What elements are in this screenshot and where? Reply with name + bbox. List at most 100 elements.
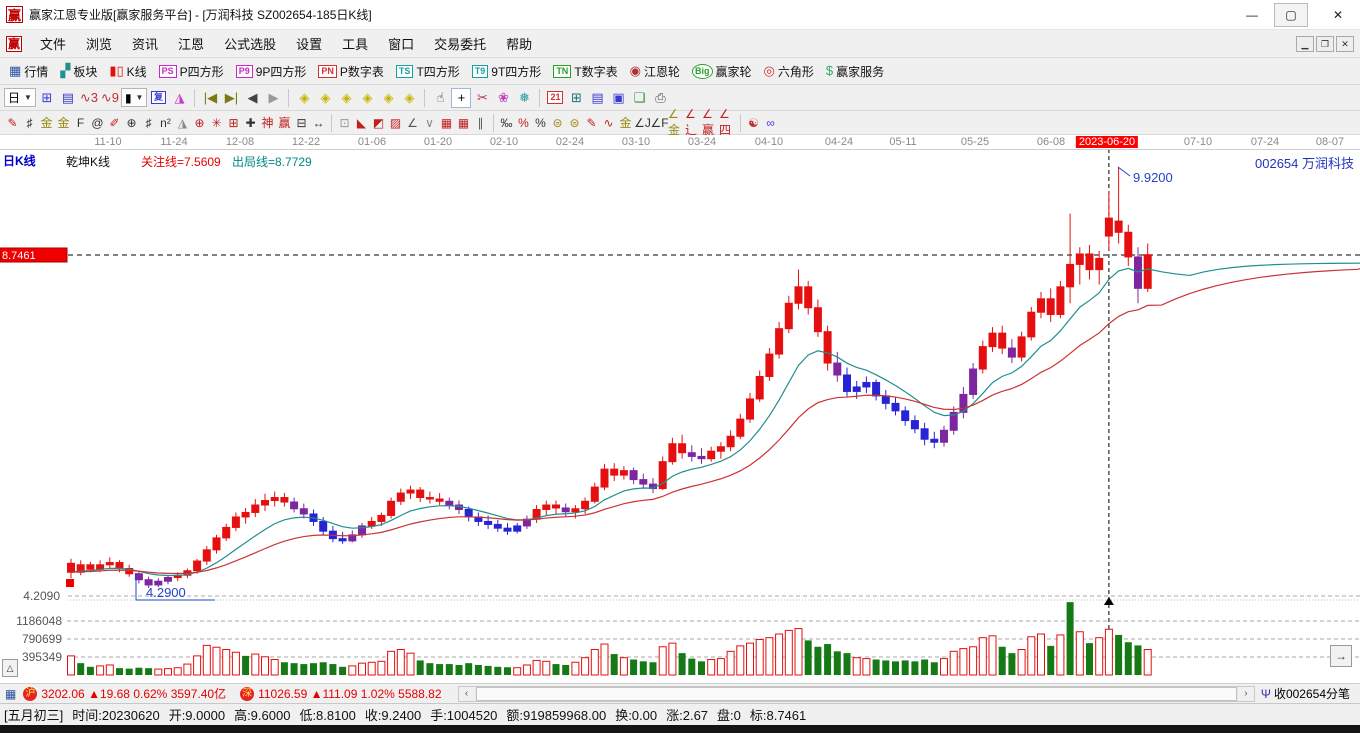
tick-view-label[interactable]: 收002654分笔 xyxy=(1273,687,1350,701)
angle-f-icon[interactable]: ∠F xyxy=(650,115,669,130)
maze-icon[interactable]: ❅ xyxy=(519,89,530,105)
diamond-expand-icon[interactable]: ◈ xyxy=(341,89,352,105)
net-icon[interactable]: ⊞ xyxy=(41,89,53,105)
infinity-icon[interactable]: ∞ xyxy=(766,115,775,130)
p-square[interactable]: PS P四方形 xyxy=(154,61,229,82)
pencil2-icon[interactable]: ✐ xyxy=(109,115,120,130)
menu-item-8[interactable]: 交易委托 xyxy=(434,37,487,52)
calculator-icon[interactable]: ⊞ xyxy=(571,89,582,105)
notebook-icon[interactable]: ▤ xyxy=(591,89,604,105)
chart9-icon[interactable]: ∿9 xyxy=(100,89,119,105)
printer-icon[interactable]: ⎙ xyxy=(655,89,666,105)
winner-wheel[interactable]: Big 赢家轮 xyxy=(687,61,757,82)
cut-icon[interactable]: ✂ xyxy=(477,89,488,105)
fan-lines-icon[interactable]: ◣ xyxy=(356,115,367,130)
parallel-icon[interactable]: ∥ xyxy=(477,115,484,130)
diamond-zoomin-icon[interactable]: ◈ xyxy=(383,89,394,105)
shanghai-index[interactable]: 3202.06 ▲19.68 0.62% 3597.40亿 xyxy=(41,687,227,701)
grid-status-icon[interactable]: ▦ xyxy=(5,686,17,701)
color-chart-icon[interactable]: ◮ xyxy=(174,89,185,105)
gann-lines-icon[interactable]: ♯ xyxy=(26,115,33,130)
menu-item-3[interactable]: 江恩 xyxy=(178,37,205,52)
mdi-close-button[interactable]: ✕ xyxy=(1336,35,1354,52)
web-icon[interactable]: ✳ xyxy=(211,115,222,130)
menu-item-0[interactable]: 文件 xyxy=(40,37,67,52)
mdi-minimize-button[interactable]: ▁ xyxy=(1296,35,1314,52)
menu-item-1[interactable]: 浏览 xyxy=(86,37,113,52)
red-grid2-icon[interactable]: ▦ xyxy=(457,115,470,130)
maximize-button[interactable]: ▢ xyxy=(1274,2,1308,27)
winner-service[interactable]: $ 赢家服务 xyxy=(821,61,889,82)
scrollbar-thumb[interactable] xyxy=(475,686,1237,701)
pencil-flag-icon[interactable]: ✎ xyxy=(586,115,597,130)
web-box-icon[interactable]: ⊞ xyxy=(228,115,239,130)
expand-panel-button[interactable]: △ xyxy=(2,659,18,677)
doc-icon[interactable]: ▤ xyxy=(61,89,75,105)
next-icon[interactable]: ▶ xyxy=(268,89,279,105)
diamond-right-icon[interactable]: ◈ xyxy=(320,89,331,105)
prev-icon[interactable]: ◀ xyxy=(247,89,258,105)
diamond-left-icon[interactable]: ◈ xyxy=(299,89,310,105)
hash-icon[interactable]: ♯ xyxy=(145,115,152,130)
angle-j-icon[interactable]: ∠J xyxy=(634,115,651,130)
golden-grid2-icon[interactable]: 金 xyxy=(57,116,70,130)
market-quotes[interactable]: ▦ 行情 xyxy=(4,61,53,82)
kline[interactable]: ▮▯ K线 xyxy=(104,61,151,82)
shen-grid-icon[interactable]: 神 xyxy=(261,116,274,130)
first-icon[interactable]: |◀ xyxy=(203,89,218,105)
crosshair-tool-icon[interactable]: + xyxy=(451,87,472,108)
t-square[interactable]: TS T四方形 xyxy=(391,61,465,82)
menu-item-6[interactable]: 工具 xyxy=(342,37,369,52)
box-tool-icon[interactable]: ⊡ xyxy=(339,115,350,130)
angle-lines-icon[interactable]: ∠ xyxy=(407,115,418,130)
web-square-icon[interactable]: ▨ xyxy=(389,115,402,130)
candlestick-chart[interactable]: 1186048 790699 395349 4.2090 8.7461 9.9200 4.2… xyxy=(0,135,1360,683)
diamond-zoomout-icon[interactable]: ◈ xyxy=(404,89,415,105)
yinyang-icon[interactable]: ☯ xyxy=(748,115,759,130)
golden-grid-icon[interactable]: 金 xyxy=(40,116,53,130)
restore-icon[interactable]: 复 xyxy=(148,88,168,108)
t-number-table[interactable]: TN T数字表 xyxy=(548,61,622,82)
export-icon[interactable]: ❏ xyxy=(633,89,646,105)
mdi-restore-button[interactable]: ❐ xyxy=(1316,35,1334,52)
chart3-icon[interactable]: ∿3 xyxy=(79,89,98,105)
sectors[interactable]: ▞ 板块 xyxy=(55,61,102,82)
diamond-shrink-icon[interactable]: ◈ xyxy=(362,89,373,105)
minimize-button[interactable]: — xyxy=(1246,7,1258,22)
gann-wheel[interactable]: ◉ 江恩轮 xyxy=(625,61,685,82)
target-icon[interactable]: ⊕ xyxy=(194,115,205,130)
gold-circle-icon[interactable]: ⊜ xyxy=(552,115,563,130)
f-grid-icon[interactable]: F xyxy=(76,115,85,130)
fan-box-icon[interactable]: ◩ xyxy=(372,115,385,130)
angle-icon[interactable]: ◮ xyxy=(177,115,188,130)
gold-line-icon[interactable]: 金 xyxy=(619,116,632,130)
angle-four-icon[interactable]: ∠四 xyxy=(719,107,732,137)
chart-area[interactable]: 1186048 790699 395349 4.2090 8.7461 9.9200 4.2… xyxy=(0,135,1360,683)
red-grid-icon[interactable]: ▦ xyxy=(440,115,453,130)
menu-item-4[interactable]: 公式选股 xyxy=(224,37,277,52)
n2-icon[interactable]: n² xyxy=(160,115,171,130)
h-arrows-icon[interactable]: ↔ xyxy=(312,115,325,130)
pencil-icon[interactable]: ✎ xyxy=(7,115,18,130)
shenzhen-index[interactable]: 11026.59 ▲111.09 1.02% 5588.82 xyxy=(258,686,442,701)
menu-item-9[interactable]: 帮助 xyxy=(506,37,533,52)
horizontal-scrollbar[interactable]: ‹ › xyxy=(457,685,1255,702)
levels-icon[interactable]: ‰ xyxy=(500,115,513,130)
scroll-left-button[interactable]: ‹ xyxy=(458,686,475,701)
scroll-right-chart-button[interactable]: → xyxy=(1330,645,1352,667)
p-number-table[interactable]: PN P数字表 xyxy=(313,61,389,82)
hand-tool-icon[interactable]: ☝ xyxy=(436,89,445,105)
spiral-icon[interactable]: @ xyxy=(91,115,104,130)
9t-square[interactable]: T9 9T四方形 xyxy=(467,61,547,82)
calendar-icon[interactable]: 21 xyxy=(545,88,565,108)
menu-item-2[interactable]: 资讯 xyxy=(132,37,159,52)
menu-item-7[interactable]: 窗口 xyxy=(388,37,415,52)
angle-gold-icon[interactable]: ∠金 xyxy=(668,107,681,137)
gold-circle2-icon[interactable]: ⊜ xyxy=(569,115,580,130)
save-icon[interactable]: ▣ xyxy=(612,89,625,105)
hexagon[interactable]: ◎ 六角形 xyxy=(759,61,819,82)
percent-red-icon[interactable]: % xyxy=(518,115,529,130)
last-icon[interactable]: ▶| xyxy=(224,89,239,105)
percent-icon[interactable]: % xyxy=(535,115,546,130)
period-combo[interactable]: 日 ▼ xyxy=(4,88,36,107)
